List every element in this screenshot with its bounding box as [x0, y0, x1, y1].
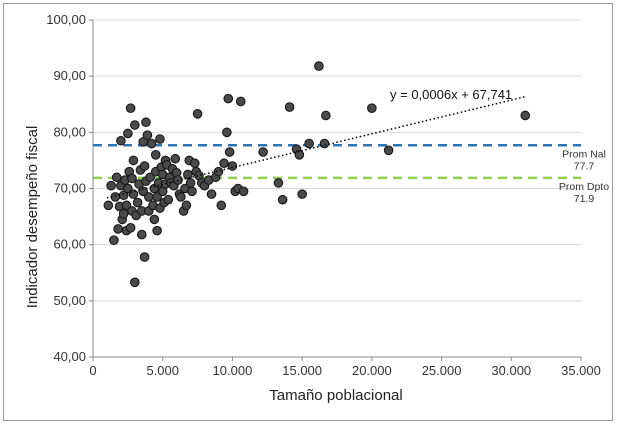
data-point	[109, 235, 119, 245]
data-point	[150, 150, 161, 160]
data-point	[192, 108, 203, 119]
data-point	[258, 147, 268, 157]
data-point	[155, 134, 165, 144]
x-tick-label: 30.000	[491, 363, 531, 378]
data-point	[216, 200, 227, 211]
data-point	[141, 117, 151, 128]
x-tick-label: 10.000	[213, 363, 253, 378]
data-point	[125, 103, 136, 113]
data-point	[146, 138, 157, 149]
data-point	[213, 166, 224, 177]
data-point	[185, 178, 196, 188]
data-point	[130, 120, 140, 130]
y-tick-label: 70,00	[53, 181, 86, 196]
data-point	[127, 173, 137, 184]
data-point	[113, 224, 123, 234]
reference-value: 71.9	[574, 193, 595, 205]
data-point	[116, 135, 126, 146]
data-point	[152, 192, 162, 202]
trendline-group	[106, 95, 526, 199]
data-point	[187, 186, 197, 197]
data-point	[149, 214, 160, 225]
data-point	[106, 180, 116, 191]
x-tick-label: 25.000	[422, 363, 462, 378]
data-point	[176, 192, 186, 202]
y-tick-label: 60,00	[53, 237, 86, 252]
data-point	[520, 110, 531, 121]
x-tick-label: 0	[89, 363, 96, 378]
x-tick-label: 5.000	[146, 363, 179, 378]
data-point	[235, 96, 246, 107]
data-point	[304, 138, 314, 149]
y-tick-label: 50,00	[53, 293, 86, 308]
data-point	[130, 277, 140, 288]
data-point	[206, 189, 217, 199]
data-point	[219, 158, 229, 169]
data-point	[128, 189, 139, 199]
reference-label: Prom Nal	[562, 148, 606, 160]
y-tick-label: 40,00	[53, 349, 86, 364]
data-point	[121, 200, 132, 211]
data-point	[142, 130, 153, 140]
data-point	[152, 225, 162, 236]
y-tick-label: 100,00	[46, 12, 86, 27]
x-axis-title: Tamaño poblacional	[269, 387, 402, 404]
reference-value: 77.7	[574, 160, 595, 172]
data-point	[224, 147, 235, 157]
data-point	[189, 158, 200, 169]
data-point	[139, 252, 150, 262]
data-point	[222, 127, 232, 138]
data-point	[137, 229, 147, 240]
y-tick-label: 90,00	[53, 68, 86, 83]
data-point	[273, 178, 284, 188]
x-tick-label: 35.000	[561, 363, 601, 378]
data-point	[143, 192, 154, 202]
x-tick-label: 15.000	[282, 363, 322, 378]
chart-frame: Prom Nal 77.7 Prom Dpto 71.9 40,00 50,00 60,0…	[3, 3, 613, 421]
reference-label: Prom Dpto	[559, 181, 609, 193]
y-tick-label: 80,00	[53, 124, 86, 139]
data-point	[238, 186, 249, 197]
trendline-equation: y = 0,0006x + 67,741	[390, 87, 512, 102]
data-point	[125, 223, 136, 233]
data-point	[138, 186, 148, 197]
data-point	[183, 169, 193, 180]
data-point	[297, 189, 307, 199]
data-point	[223, 93, 234, 104]
data-point	[294, 150, 305, 160]
data-point	[103, 200, 114, 211]
data-point	[383, 145, 394, 156]
data-point	[321, 110, 331, 121]
data-point	[284, 102, 295, 112]
data-point	[145, 172, 155, 183]
data-point	[181, 200, 192, 211]
y-axis-title: Indicador desempeño fiscal	[24, 126, 41, 309]
axes: 40,00 50,00 60,00 70,00 80,00 90,00 100,00 0 5.0…	[46, 12, 601, 378]
data-point	[118, 208, 129, 219]
data-point	[367, 103, 377, 113]
data-point	[123, 128, 133, 139]
data-point	[163, 194, 174, 205]
data-point	[139, 161, 150, 171]
data-point	[314, 61, 324, 71]
trendline	[106, 95, 526, 199]
data-point	[170, 153, 181, 164]
data-point	[132, 197, 143, 208]
data-point	[128, 155, 139, 166]
x-tick-label: 20.000	[352, 363, 392, 378]
data-point	[123, 183, 133, 194]
data-points	[103, 61, 531, 288]
data-point	[111, 172, 122, 183]
data-point	[277, 194, 288, 205]
data-point	[227, 161, 238, 171]
